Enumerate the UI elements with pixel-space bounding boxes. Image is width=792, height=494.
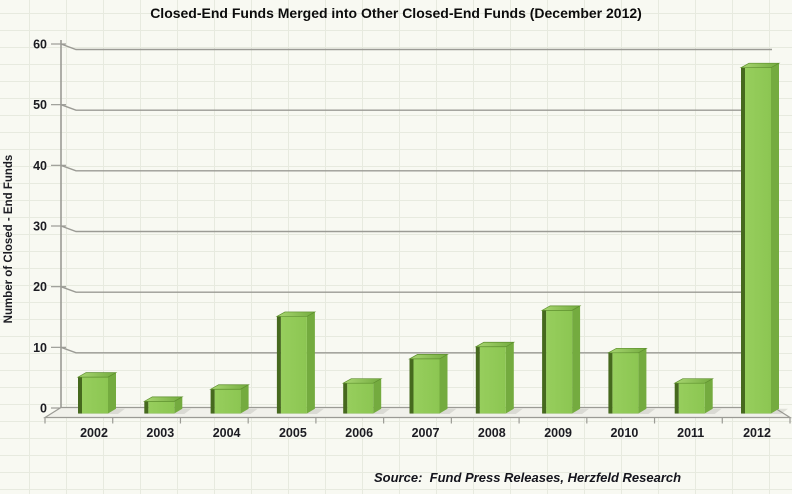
x-label-2009: 2009 xyxy=(544,426,572,440)
bar-front-face xyxy=(413,358,440,414)
x-tick-marks xyxy=(44,417,791,424)
bar-top-face xyxy=(408,354,449,360)
bar-front-face xyxy=(612,352,639,414)
y-tick-label-40: 40 xyxy=(33,159,47,173)
y-tick-labels: 0 10 20 30 40 50 60 xyxy=(33,38,47,416)
bar-top-face xyxy=(142,396,184,402)
x-label-2003: 2003 xyxy=(146,426,174,440)
x-label-2002: 2002 xyxy=(80,426,108,440)
bars xyxy=(76,62,788,414)
bar-side-face xyxy=(638,348,647,414)
bar-front-face xyxy=(347,383,374,414)
gridline-40 xyxy=(60,164,772,172)
bar-2005 xyxy=(275,311,324,414)
x-category-labels: 2002 2003 2004 2005 2006 2007 2008 2009 2010 2011… xyxy=(80,426,771,440)
bar-2004 xyxy=(209,384,258,414)
x-label-2005: 2005 xyxy=(279,426,307,440)
bar-left-edge xyxy=(210,389,215,414)
x-label-2007: 2007 xyxy=(412,426,440,440)
bar-2008 xyxy=(474,341,523,414)
bar-2010 xyxy=(607,347,656,414)
y-gridlines xyxy=(51,43,772,409)
bar-front-face xyxy=(479,346,506,414)
bar-side-face xyxy=(240,384,249,414)
bar-side-face xyxy=(771,63,779,414)
bar-2012 xyxy=(739,62,788,414)
bar-front-face xyxy=(745,67,771,414)
x-label-2011: 2011 xyxy=(677,426,704,440)
y-tick-label-30: 30 xyxy=(33,220,47,234)
x-label-2008: 2008 xyxy=(478,426,506,440)
bar-front-face xyxy=(678,383,705,414)
bar-side-face xyxy=(174,396,183,414)
bar-left-edge xyxy=(542,310,547,414)
bar-2011 xyxy=(673,378,722,414)
y-tick-label-20: 20 xyxy=(33,280,47,294)
source-note: Source: Fund Press Releases, Herzfeld Re… xyxy=(374,470,682,485)
bar-2007 xyxy=(408,354,457,414)
bar-side-face xyxy=(306,311,315,414)
bar-left-edge xyxy=(741,67,745,414)
bar-top-face xyxy=(341,378,383,384)
x-label-2006: 2006 xyxy=(345,426,373,440)
y-tick-label-10: 10 xyxy=(33,341,47,355)
bar-left-edge xyxy=(343,383,348,414)
gridline-10 xyxy=(60,346,772,354)
bar-top-face xyxy=(275,311,317,317)
bar-left-edge xyxy=(78,377,82,414)
bar-front-face xyxy=(82,377,108,414)
bar-left-edge xyxy=(608,352,613,414)
bar-top-face xyxy=(673,378,715,384)
gridline-50 xyxy=(60,104,772,111)
x-label-2004: 2004 xyxy=(213,426,241,440)
bar-front-face xyxy=(148,401,175,414)
x-label-2010: 2010 xyxy=(610,426,638,440)
y-tick-label-50: 50 xyxy=(33,98,47,112)
bar-top-face xyxy=(209,384,250,390)
bar-side-face xyxy=(572,305,581,414)
bar-left-edge xyxy=(674,383,679,414)
bar-left-edge xyxy=(276,316,281,414)
bar-2006 xyxy=(341,378,391,414)
bar-top-face xyxy=(474,341,516,348)
gridline-20 xyxy=(60,286,772,293)
bar-side-face xyxy=(373,378,382,414)
chart-title: Closed-End Funds Merged into Other Close… xyxy=(150,5,642,21)
bar-left-edge xyxy=(144,401,149,414)
x-label-2012: 2012 xyxy=(743,426,771,440)
bar-2003 xyxy=(142,396,192,414)
bar-top-face xyxy=(739,62,781,69)
gridline-60 xyxy=(60,43,772,51)
y-tick-label-60: 60 xyxy=(33,38,47,52)
bar-2002 xyxy=(76,372,125,414)
bar-left-edge xyxy=(475,346,480,414)
bar-left-edge xyxy=(409,358,414,414)
bar-side-face xyxy=(439,354,448,414)
bar-side-face xyxy=(505,342,514,414)
bar-top-face xyxy=(540,305,582,311)
bar-side-face xyxy=(704,378,713,414)
bar-front-face xyxy=(280,316,307,414)
bar-top-face xyxy=(76,372,118,378)
bar-front-face xyxy=(546,310,573,414)
bar-side-face xyxy=(108,372,116,414)
bar-front-face xyxy=(214,389,241,414)
y-tick-label-0: 0 xyxy=(40,402,47,416)
bar-top-face xyxy=(607,347,648,354)
gridline-30 xyxy=(60,225,772,233)
bar-2009 xyxy=(540,305,590,414)
